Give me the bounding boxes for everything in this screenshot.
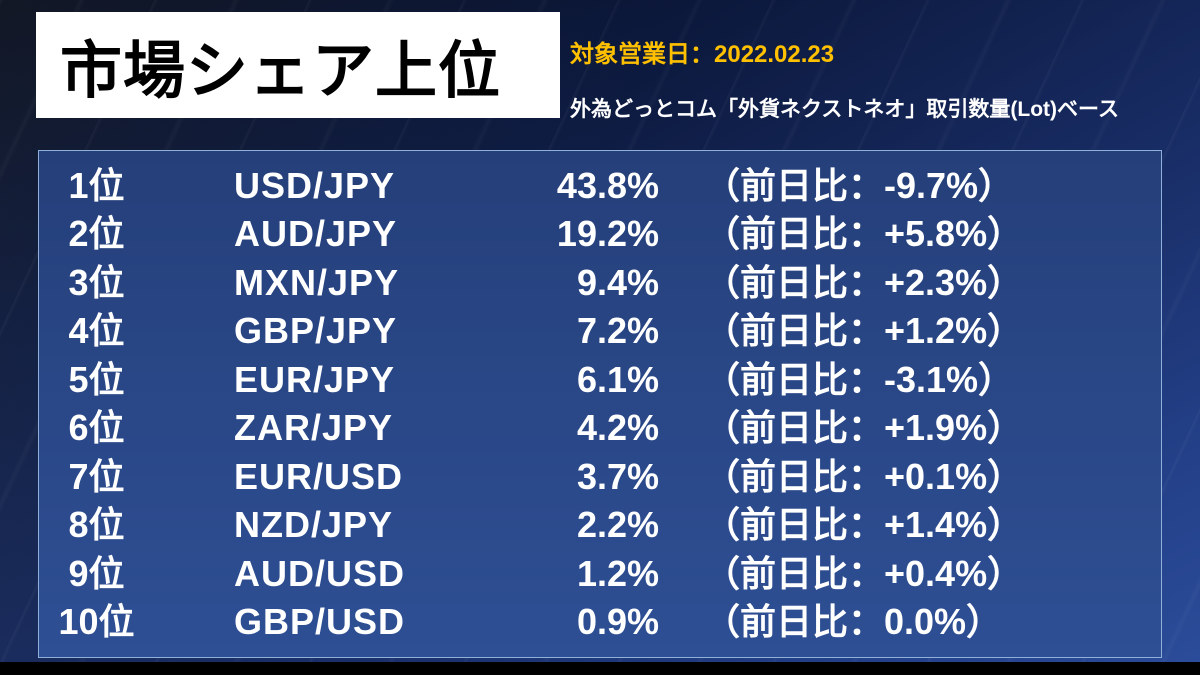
change-cell: （前日比：+1.2%） — [704, 310, 1024, 352]
rank-cell: 9位 — [68, 552, 125, 594]
table-row: 1位 USD/JPY 43.8% （前日比：-9.7%） — [39, 166, 1161, 206]
rank-cell: 7位 — [68, 455, 125, 497]
rank-cell: 4位 — [68, 310, 125, 352]
bottom-black-bar — [0, 662, 1200, 675]
table-row: 4位 GBP/JPY 7.2% （前日比：+1.2%） — [39, 311, 1161, 351]
change-cell: （前日比：+5.8%） — [704, 213, 1024, 255]
ranking-table: 1位 USD/JPY 43.8% （前日比：-9.7%） 2位 AUD/JPY … — [38, 150, 1162, 658]
page-title: 市場シェア上位 — [60, 37, 502, 106]
rank-cell: 10位 — [58, 601, 135, 643]
pair-cell: USD/JPY — [234, 164, 396, 206]
change-cell: （前日比：0.0%） — [704, 601, 1003, 643]
pair-cell: EUR/JPY — [234, 358, 396, 400]
share-cell: 7.2% — [576, 310, 659, 352]
rank-cell: 2位 — [68, 213, 125, 255]
rank-cell: 3位 — [68, 261, 125, 303]
change-cell: （前日比：-3.1%） — [704, 358, 1015, 400]
share-cell: 19.2% — [556, 213, 659, 255]
rank-cell: 5位 — [68, 358, 125, 400]
pair-cell: MXN/JPY — [234, 261, 400, 303]
rank-cell: 1位 — [68, 164, 125, 206]
table-row: 6位 ZAR/JPY 4.2% （前日比：+1.9%） — [39, 408, 1161, 448]
share-cell: 0.9% — [576, 601, 659, 643]
pair-cell: GBP/JPY — [234, 310, 398, 352]
change-cell: （前日比：+0.4%） — [704, 552, 1024, 594]
table-row: 8位 NZD/JPY 2.2% （前日比：+1.4%） — [39, 505, 1161, 545]
rank-cell: 6位 — [68, 407, 125, 449]
pair-cell: NZD/JPY — [234, 504, 394, 546]
pair-cell: ZAR/JPY — [234, 407, 394, 449]
table-row: 5位 EUR/JPY 6.1% （前日比：-3.1%） — [39, 360, 1161, 400]
title-box: 市場シェア上位 — [36, 12, 560, 118]
pair-cell: GBP/USD — [234, 601, 406, 643]
share-cell: 1.2% — [576, 552, 659, 594]
change-cell: （前日比：+2.3%） — [704, 261, 1024, 303]
change-cell: （前日比：+1.4%） — [704, 504, 1024, 546]
share-cell: 3.7% — [576, 455, 659, 497]
change-cell: （前日比：+1.9%） — [704, 407, 1024, 449]
pair-cell: EUR/USD — [234, 455, 404, 497]
rank-cell: 8位 — [68, 504, 125, 546]
change-cell: （前日比：+0.1%） — [704, 455, 1024, 497]
share-cell: 9.4% — [576, 261, 659, 303]
share-cell: 43.8% — [556, 164, 659, 206]
change-cell: （前日比：-9.7%） — [704, 164, 1015, 206]
share-cell: 4.2% — [576, 407, 659, 449]
table-row: 9位 AUD/USD 1.2% （前日比：+0.4%） — [39, 554, 1161, 594]
share-cell: 6.1% — [576, 358, 659, 400]
header-meta: 対象営業日：2022.02.23 外為どっとコム「外貨ネクストネオ」取引数量(L… — [570, 34, 1170, 123]
pair-cell: AUD/JPY — [234, 213, 398, 255]
table-row: 10位 GBP/USD 0.9% （前日比：0.0%） — [39, 602, 1161, 642]
share-cell: 2.2% — [576, 504, 659, 546]
pair-cell: AUD/USD — [234, 552, 406, 594]
business-date-label: 対象営業日：2022.02.23 — [570, 41, 835, 68]
data-source-subtitle: 外為どっとコム「外貨ネクストネオ」取引数量(Lot)ベース — [570, 98, 1119, 121]
table-row: 3位 MXN/JPY 9.4% （前日比：+2.3%） — [39, 263, 1161, 303]
table-row: 2位 AUD/JPY 19.2% （前日比：+5.8%） — [39, 214, 1161, 254]
table-row: 7位 EUR/USD 3.7% （前日比：+0.1%） — [39, 457, 1161, 497]
